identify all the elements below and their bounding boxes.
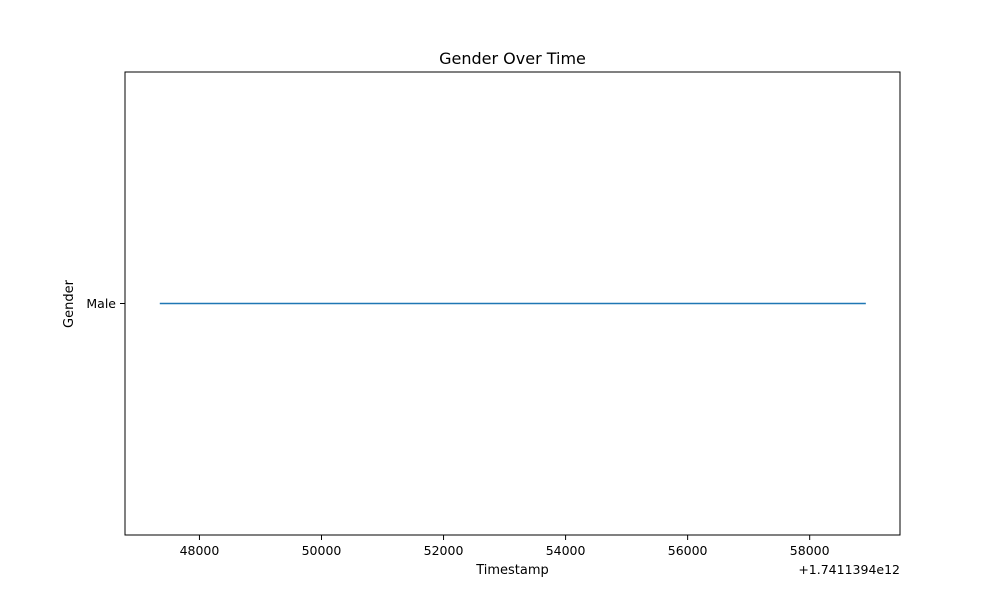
x-axis-offset-label: +1.7411394e12 bbox=[798, 562, 900, 577]
x-tick-label: 50000 bbox=[302, 543, 342, 558]
x-axis-label: Timestamp bbox=[475, 563, 549, 578]
x-tick-label: 48000 bbox=[180, 543, 220, 558]
y-tick-label: Male bbox=[86, 296, 116, 311]
x-tick-label: 52000 bbox=[424, 543, 464, 558]
x-tick-label: 58000 bbox=[790, 543, 830, 558]
chart-title: Gender Over Time bbox=[439, 49, 586, 68]
x-axis-ticks: 48000 50000 52000 54000 56000 58000 bbox=[180, 535, 830, 558]
plot-frame bbox=[124, 71, 901, 536]
x-tick-label: 56000 bbox=[668, 543, 708, 558]
y-axis-ticks: Male bbox=[86, 296, 125, 311]
x-tick-label: 54000 bbox=[546, 543, 586, 558]
y-axis-label: Gender bbox=[62, 279, 77, 328]
